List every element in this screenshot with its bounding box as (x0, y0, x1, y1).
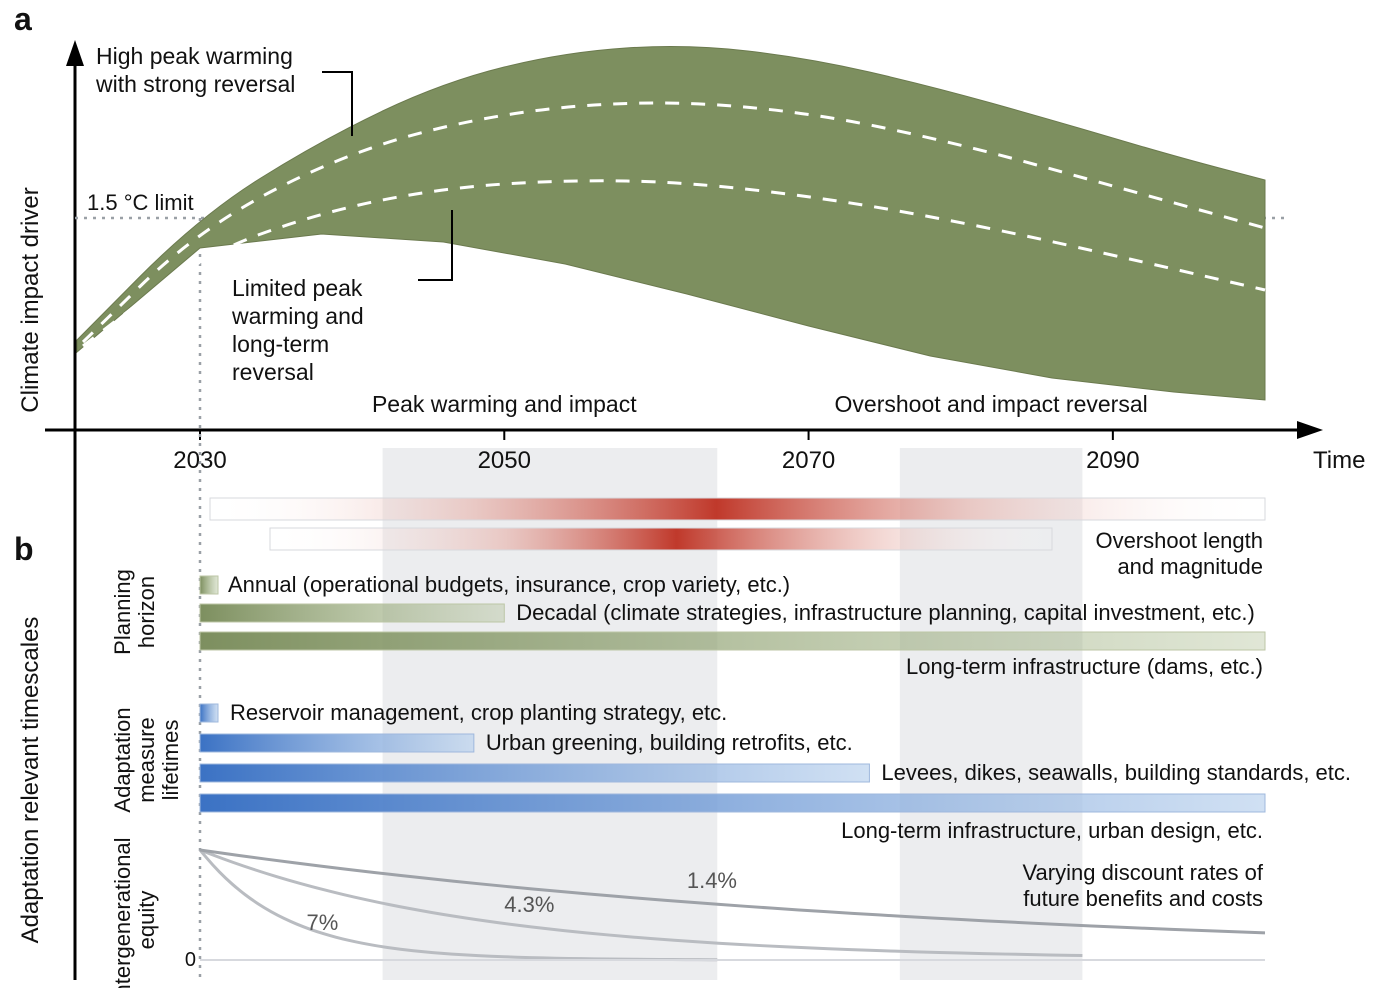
overshoot-right-label: Overshoot lengthand magnitude (1095, 528, 1263, 579)
y-axis-arrowhead (66, 40, 84, 66)
disc-14: 1.4% (687, 868, 737, 893)
adapt-bar-0 (200, 704, 218, 722)
annot-reversal: Overshoot and impact reversal (835, 391, 1148, 417)
adapt-bar-2 (200, 764, 869, 782)
adapt-label-3: Long-term infrastructure, urban design, … (841, 818, 1263, 843)
panel-b-letter: b (14, 531, 34, 567)
planning-annual-bar (200, 576, 218, 594)
svg-text:Planninghorizon: Planninghorizon (110, 569, 159, 655)
planning-decadal-bar (200, 604, 504, 622)
leader-high (322, 72, 352, 136)
figure-root: a Climate impact driver 2030 2050 2070 2090 Ti… (0, 0, 1385, 988)
xtick-2030: 2030 (173, 447, 226, 474)
planning-longterm-label: Long-term infrastructure (dams, etc.) (906, 654, 1263, 679)
panel-b-ylabel: Adaptation relevant timescales (17, 617, 44, 944)
x-axis-arrowhead (1297, 421, 1323, 439)
annot-peak: Peak warming and impact (372, 391, 637, 417)
overshoot-bar-2 (270, 528, 1052, 550)
discount-right-label: Varying discount rates offuture benefits… (1023, 860, 1264, 911)
planning-longterm-bar (200, 632, 1265, 650)
annot-high: High peak warmingwith strong reversal (95, 43, 295, 97)
figure-svg: a Climate impact driver 2030 2050 2070 2090 Ti… (0, 0, 1385, 988)
svg-text:Adaptationmeasurelifetimes: Adaptationmeasurelifetimes (110, 707, 183, 812)
discount-zero: 0 (185, 949, 196, 971)
svg-text:Intergenerationalequity: Intergenerationalequity (110, 837, 159, 988)
adapt-bar-3 (200, 794, 1265, 812)
planning-annual-label: Annual (operational budgets, insurance, … (228, 572, 790, 597)
xtick-2070: 2070 (782, 447, 835, 474)
disc-43: 4.3% (504, 892, 554, 917)
adapt-bar-1 (200, 734, 474, 752)
overshoot-bar-1 (210, 498, 1265, 520)
planning-decadal-label: Decadal (climate strategies, infrastruct… (516, 600, 1255, 625)
adapt-label-1: Urban greening, building retrofits, etc. (486, 730, 853, 755)
limit-label: 1.5 °C limit (87, 190, 194, 215)
xtick-2090: 2090 (1086, 447, 1139, 474)
xtick-2050: 2050 (478, 447, 531, 474)
panel-a-letter: a (14, 1, 32, 37)
disc-7: 7% (307, 910, 339, 935)
adapt-label-2: Levees, dikes, seawalls, building standa… (881, 760, 1351, 785)
y-axis-label: Climate impact driver (17, 187, 44, 412)
annot-low: Limited peakwarming andlong-termreversal (231, 275, 364, 385)
adapt-label-0: Reservoir management, crop planting stra… (230, 700, 727, 725)
x-axis-end-label: Time (1313, 447, 1365, 474)
